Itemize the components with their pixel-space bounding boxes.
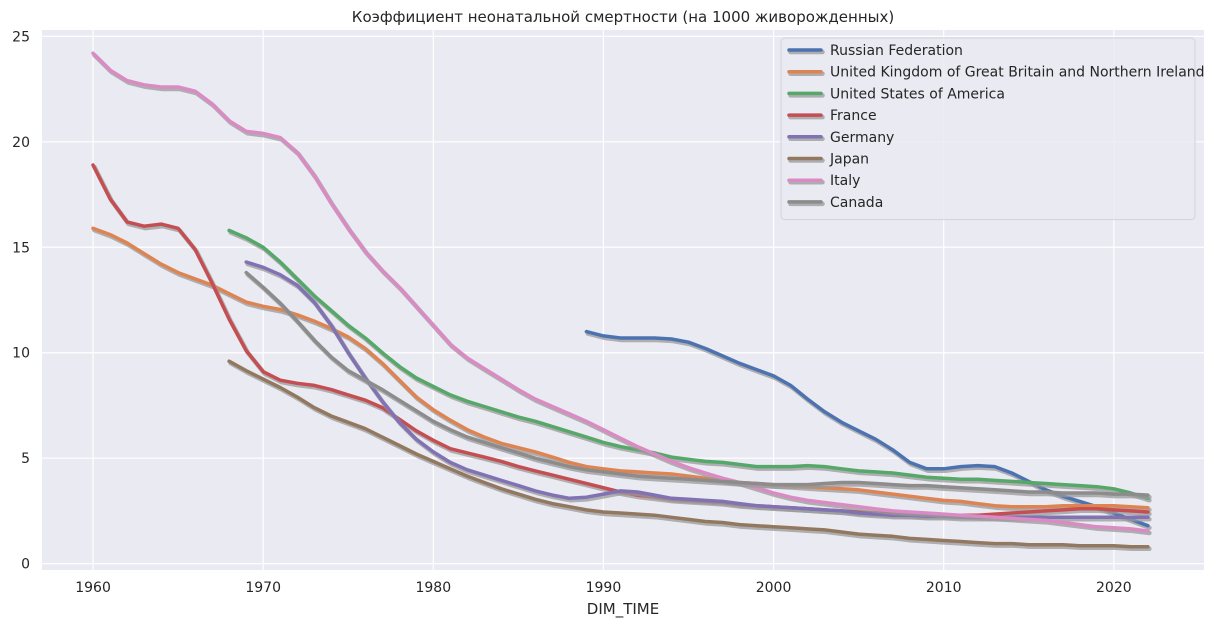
x-tick-label: 1990 (586, 580, 622, 596)
y-tick-label: 25 (12, 29, 30, 45)
legend-entry: United States of America (830, 86, 1005, 102)
x-tick-label: 2010 (926, 580, 962, 596)
y-tick-label: 0 (21, 557, 30, 573)
y-tick-label: 20 (12, 135, 30, 151)
legend-entry: Japan (829, 152, 869, 168)
series-layer (91, 51, 1152, 552)
legend-entry: Italy (830, 173, 860, 189)
x-tick-label: 2000 (756, 580, 792, 596)
legend-entry: Germany (830, 130, 894, 146)
series-line-1 (91, 226, 1150, 510)
legend-box (780, 37, 1196, 221)
x-tick-label: 1970 (245, 580, 281, 596)
series-line-7 (244, 270, 1150, 497)
y-tick-label: 15 (12, 240, 30, 256)
x-tick-label: 1980 (415, 580, 451, 596)
legend-entry: Canada (830, 195, 883, 211)
legend-entry: France (830, 108, 877, 124)
legend: Russian Federation United Kingdom of Grea… (780, 37, 1205, 221)
y-tick-label: 5 (21, 451, 30, 467)
x-axis-label: DIM_TIME (587, 600, 659, 619)
legend-entry: Russian Federation (830, 43, 963, 59)
legend-entry: United Kingdom of Great Britain and Nort… (830, 65, 1205, 81)
series-line-2 (227, 228, 1150, 501)
series-line-5 (227, 359, 1150, 549)
y-tick-label: 10 (12, 346, 30, 362)
series-line-6 (91, 51, 1150, 533)
tick-labels: 1960 1970 1980 1990 2000 2010 2020 0 5 10 15 20 25 (12, 29, 1131, 596)
x-tick-label: 2020 (1096, 580, 1132, 596)
x-tick-label: 1960 (75, 580, 111, 596)
chart-title: Коэффициент неонатальной смертности (на … (352, 8, 894, 26)
